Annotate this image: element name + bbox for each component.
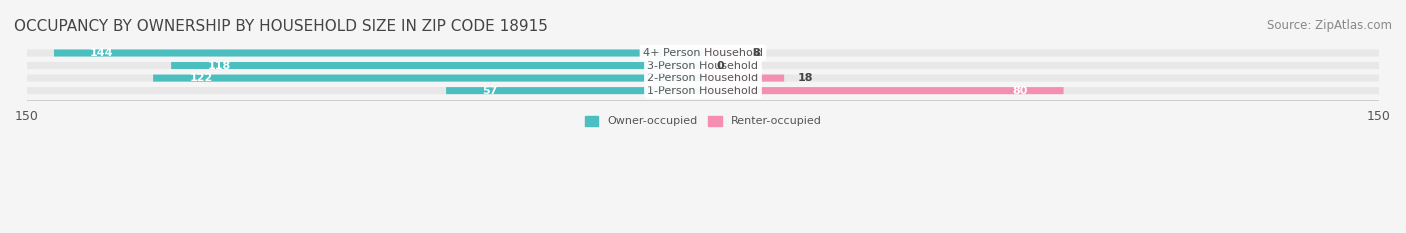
FancyBboxPatch shape (153, 75, 703, 82)
Text: OCCUPANCY BY OWNERSHIP BY HOUSEHOLD SIZE IN ZIP CODE 18915: OCCUPANCY BY OWNERSHIP BY HOUSEHOLD SIZE… (14, 19, 548, 34)
FancyBboxPatch shape (703, 87, 1063, 94)
Text: 144: 144 (90, 48, 114, 58)
Text: 0: 0 (717, 61, 724, 71)
Text: 122: 122 (190, 73, 212, 83)
FancyBboxPatch shape (446, 87, 703, 94)
FancyBboxPatch shape (703, 75, 785, 82)
FancyBboxPatch shape (27, 49, 1379, 57)
Legend: Owner-occupied, Renter-occupied: Owner-occupied, Renter-occupied (581, 111, 825, 131)
Text: Source: ZipAtlas.com: Source: ZipAtlas.com (1267, 19, 1392, 32)
Text: 8: 8 (752, 48, 761, 58)
Text: 2-Person Household: 2-Person Household (647, 73, 759, 83)
Text: 118: 118 (207, 61, 231, 71)
FancyBboxPatch shape (27, 75, 1379, 82)
Text: 18: 18 (797, 73, 813, 83)
FancyBboxPatch shape (703, 49, 740, 57)
FancyBboxPatch shape (27, 62, 1379, 69)
Text: 3-Person Household: 3-Person Household (648, 61, 758, 71)
FancyBboxPatch shape (53, 49, 703, 57)
Text: 1-Person Household: 1-Person Household (648, 86, 758, 96)
Text: 4+ Person Household: 4+ Person Household (643, 48, 763, 58)
FancyBboxPatch shape (27, 87, 1379, 94)
Text: 57: 57 (482, 86, 498, 96)
FancyBboxPatch shape (172, 62, 703, 69)
Text: 80: 80 (1012, 86, 1028, 96)
